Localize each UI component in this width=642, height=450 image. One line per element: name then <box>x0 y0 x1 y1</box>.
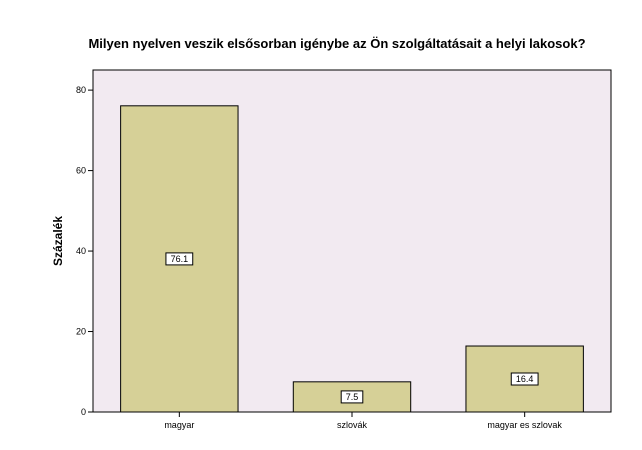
y-tick-label: 60 <box>76 166 86 176</box>
data-label: 76.1 <box>171 254 189 264</box>
bars-layer <box>120 105 584 413</box>
data-label-box <box>340 390 364 404</box>
data-label-box <box>165 252 194 266</box>
x-tick-label: szlovák <box>337 420 368 430</box>
x-axis: magyar szlovák magyar es szlovak <box>164 412 562 430</box>
y-tick-label: 0 <box>81 407 86 417</box>
x-tick-label: magyar es szlovak <box>487 420 562 430</box>
y-tick-label: 20 <box>76 327 86 337</box>
y-tick-label: 40 <box>76 246 86 256</box>
data-label: 7.5 <box>346 392 359 402</box>
y-tick-label: 80 <box>76 85 86 95</box>
chart-title: Milyen nyelven veszik elsősorban igénybe… <box>88 36 585 51</box>
y-axis-title: Százalék <box>51 216 65 266</box>
data-labels-layer: 76.1 7.5 16.4 <box>165 252 539 404</box>
data-label: 16.4 <box>516 374 534 384</box>
data-label-box <box>510 372 539 386</box>
y-axis: 0 20 40 60 80 <box>76 85 93 417</box>
x-tick-label: magyar <box>164 420 194 430</box>
